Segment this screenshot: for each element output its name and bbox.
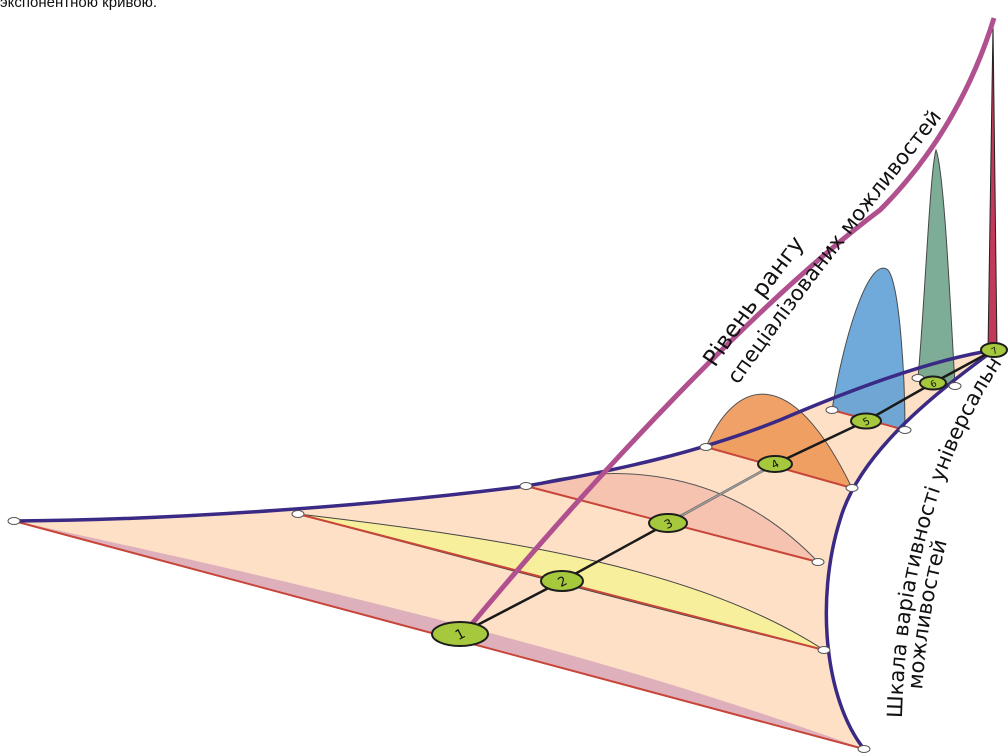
numbered-nodes: 1 2 3 4 5 6 7	[431, 342, 1008, 647]
node-6: 6	[919, 375, 947, 391]
node-5: 5	[850, 412, 882, 430]
top-caption: экспонентною кривою.	[0, 0, 158, 11]
node-1: 1	[431, 621, 489, 647]
central-axis-highlight	[667, 463, 776, 524]
node-7: 7	[980, 342, 1008, 358]
rank-curve	[464, 17, 997, 633]
node-2: 2	[540, 570, 584, 592]
node-7-label: 7	[990, 346, 1000, 358]
bell-6-green	[917, 148, 956, 386]
bell-7-red	[987, 24, 998, 351]
bell-5-blue	[831, 267, 906, 431]
node-4: 4	[757, 455, 793, 473]
bell-4-orange	[705, 393, 853, 489]
node-5-label: 5	[861, 416, 872, 429]
node-3: 3	[648, 513, 688, 533]
node-6-label: 6	[929, 379, 939, 391]
sheet-outline-right	[824, 348, 996, 751]
rank-label-line2: спеціалізованих можливостей	[722, 105, 946, 388]
